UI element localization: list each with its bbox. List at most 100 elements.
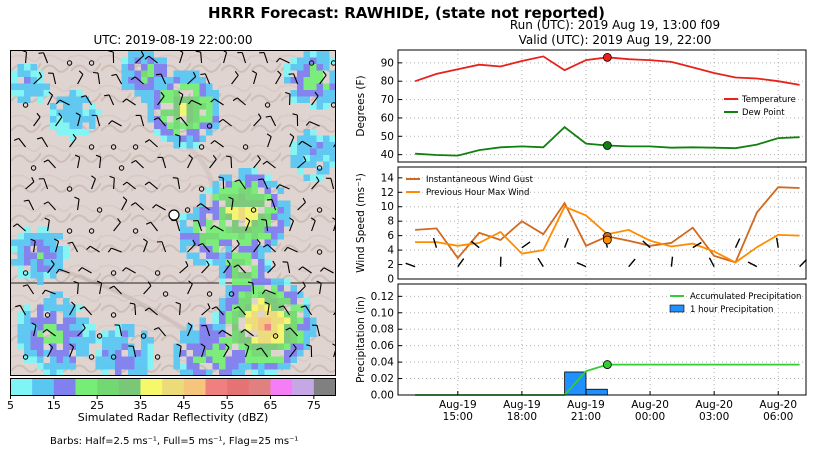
radar-pixel [258,291,265,298]
radar-pixel [180,135,187,142]
radar-pixel [310,51,317,58]
radar-pixel [245,356,252,363]
radar-pixel [63,317,70,324]
wind-barb-feather [195,51,201,53]
radar-pixel [121,343,128,350]
wind-barb [47,159,56,169]
radar-pixel [206,103,213,110]
radar-pixel [219,233,226,240]
radar-pixel [128,77,135,84]
radar-pixel [50,265,57,272]
radar-pixel [56,96,63,103]
wind-barb-feather [300,305,306,308]
wind-barb [223,347,230,358]
radar-pixel [238,304,245,311]
radar-pixel [173,142,180,149]
radar-pixel [271,363,278,370]
radar-pixel [290,317,297,324]
radar-pixel [264,207,271,214]
wind-barb [297,160,307,169]
radar-pixel [232,285,239,292]
radar-pixel [30,70,37,77]
radar-pixel [56,356,63,363]
wind-barb-feather [109,175,115,179]
wind-barb [283,305,291,316]
radar-pixel [173,363,180,370]
radar-pixel [212,246,219,253]
wind-barb [330,178,335,190]
radar-pixel [37,272,44,279]
radar-pixel [167,122,174,129]
radar-pixel [316,96,323,103]
radar-pixel [147,116,154,123]
radar-pixel [199,122,206,129]
radar-pixel [173,122,180,129]
wind-barb [470,240,480,249]
calm-wind-circle [250,207,257,213]
radar-pixel [264,343,271,350]
radar-pixel [258,278,265,285]
wind-barb [162,157,167,169]
radar-pixel [193,252,200,259]
radar-pixel [69,129,76,136]
radar-pixel [199,77,206,84]
radar-pixel [199,246,206,253]
radar-pixel [147,363,154,370]
radar-pixel [258,304,265,311]
radar-pixel [323,96,330,103]
radar-pixel [56,304,63,311]
radar-pixel [225,311,232,318]
radar-map[interactable] [10,50,336,376]
radar-pixel [193,103,200,110]
wind-barb [200,51,203,64]
radar-pixel [251,291,258,298]
wind-barb-feather [55,268,60,274]
radar-pixel [232,356,239,363]
radar-pixel [245,181,252,188]
wind-barb [47,263,55,274]
radar-pixel [297,148,304,155]
radar-pixel [193,259,200,266]
radar-pixel [17,324,24,331]
wind-barb-feather [147,281,152,287]
plot-frame [397,283,807,396]
radar-pixel [11,83,18,90]
radar-pixel [284,278,291,285]
wind-barb [121,200,128,211]
radar-pixel [297,64,304,71]
wind-barb-feather [332,217,335,221]
radar-pixel [238,337,245,344]
wind-barb [143,241,148,253]
wind-barb-feather [31,322,37,326]
radar-pixel [76,304,83,311]
radar-pixel [264,350,271,357]
radar-pixel [245,239,252,246]
wind-barb [214,140,224,148]
wind-barb-feather [108,120,113,125]
wind-barb-feather [188,154,193,159]
plot-frame [397,49,807,163]
radar-pixel [245,272,252,279]
wind-barb-feather [109,285,115,290]
wind-barb [289,327,298,337]
wind-barb [293,73,299,85]
radar-pixel [264,259,271,266]
radar-pixel [115,324,122,331]
radar-pixel [245,246,252,253]
radar-pixel [63,356,70,363]
radar-pixel [206,96,213,103]
radar-pixel [212,103,219,110]
radar-pixel [128,51,135,58]
wind-barb-feather [15,304,21,308]
radar-pixel [50,304,57,311]
radar-pixel [264,181,271,188]
radar-pixel [277,233,284,240]
radar-pixel [186,369,193,375]
radar-pixel [24,324,31,331]
radar-pixel [37,259,44,266]
radar-pixel [212,226,219,233]
radar-pixel [238,272,245,279]
y-tick-label: 50 [381,131,394,143]
colorbar-cell [227,378,250,396]
radar-pixel [11,90,18,97]
